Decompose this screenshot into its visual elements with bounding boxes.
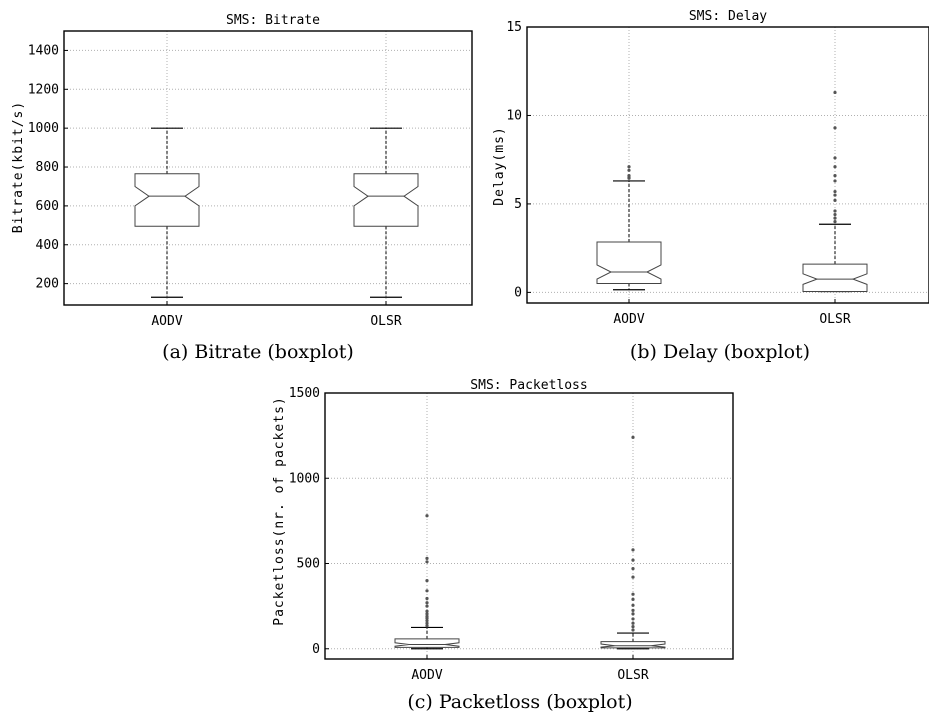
- outlier-point: [627, 174, 631, 178]
- y-tick-label: 10: [506, 108, 522, 123]
- y-tick-label: 1400: [28, 43, 59, 58]
- y-tick-label: 1200: [28, 82, 59, 97]
- y-tick-label: 600: [36, 199, 59, 214]
- y-tick-label: 500: [297, 557, 320, 572]
- outlier-point: [627, 165, 631, 169]
- panel-delay: SMS: Delay 0 5 10 15 AODV OLSR Delay(ms) (b) …: [492, 9, 929, 363]
- outlier-point: [425, 514, 429, 518]
- plot-frame: [526, 26, 929, 304]
- outlier-point: [631, 548, 635, 552]
- caption: (b) Delay (boxplot): [630, 341, 810, 363]
- panel-packetloss: SMS: Packetloss 0 500 1000 1500 AODV OLSR Pac…: [272, 378, 734, 713]
- caption: (c) Packetloss (boxplot): [407, 691, 632, 713]
- plot-frame: [63, 30, 473, 306]
- outlier-point: [425, 596, 429, 601]
- outlier-point: [425, 609, 429, 613]
- outlier-point: [425, 624, 429, 628]
- outlier-point: [425, 604, 429, 608]
- panel-bitrate: SMS: Bitrate 200 400 600 800 1000 1200 1400 AOD…: [11, 13, 473, 363]
- outlier-point: [425, 612, 429, 616]
- x-tick-label: OLSR: [819, 312, 850, 327]
- outlier-point: [833, 90, 837, 95]
- y-tick-label: 800: [36, 160, 59, 175]
- y-tick-label: 0: [312, 642, 320, 657]
- x-tick-label: AODV: [151, 314, 182, 329]
- plot-frame: [324, 392, 734, 660]
- outlier-point: [631, 435, 635, 439]
- chart-title: SMS: Bitrate: [226, 13, 320, 28]
- outlier-point: [833, 189, 837, 194]
- outlier-point: [425, 560, 429, 564]
- plot-area: 0 5 10 15 AODV OLSR: [506, 20, 929, 327]
- outlier-point: [425, 621, 429, 625]
- outlier-point: [631, 628, 635, 632]
- outlier-point: [425, 578, 429, 583]
- outlier-point: [631, 597, 635, 601]
- outlier-point: [833, 126, 837, 130]
- plot-area: 0 500 1000 1500 AODV OLSR: [289, 386, 734, 683]
- x-tick-label: AODV: [613, 312, 644, 327]
- outlier-point: [631, 612, 635, 616]
- outlier-point: [833, 156, 837, 160]
- y-tick-label: 1000: [28, 121, 59, 136]
- outlier-point: [425, 589, 429, 593]
- outlier-point: [631, 617, 635, 621]
- outlier-point: [631, 603, 635, 607]
- outlier-point: [631, 608, 635, 613]
- outlier-point: [425, 556, 429, 560]
- outlier-point: [833, 174, 837, 178]
- outlier-point: [627, 168, 631, 172]
- outlier-point: [631, 592, 635, 596]
- outlier-point: [425, 619, 429, 623]
- box-body: [802, 263, 868, 292]
- y-tick-label: 0: [514, 285, 522, 300]
- y-tick-label: 1500: [289, 386, 320, 401]
- box-body: [134, 173, 200, 227]
- box-body: [394, 638, 460, 648]
- outlier-point: [833, 209, 837, 213]
- outlier-point: [631, 621, 635, 625]
- caption: (a) Bitrate (boxplot): [162, 341, 354, 363]
- plot-area: 200 400 600 800 1000 1200 1400 AODV OLSR: [28, 30, 473, 329]
- y-tick-label: 1000: [289, 471, 320, 486]
- outlier-point: [631, 558, 635, 562]
- outlier-point: [833, 198, 837, 202]
- x-tick-label: OLSR: [617, 668, 648, 683]
- outlier-point: [833, 179, 837, 183]
- y-axis-label: Bitrate(kbit/s): [11, 101, 26, 233]
- outlier-point: [631, 567, 635, 571]
- y-tick-label: 5: [514, 197, 522, 212]
- box-body: [596, 241, 662, 284]
- chart-title: SMS: Packetloss: [470, 378, 587, 393]
- x-tick-label: AODV: [411, 668, 442, 683]
- y-tick-label: 200: [36, 277, 59, 292]
- outlier-point: [425, 601, 429, 605]
- outlier-point: [425, 614, 429, 618]
- outlier-point: [631, 575, 635, 579]
- x-tick-label: OLSR: [370, 314, 401, 329]
- box-body: [600, 641, 666, 649]
- y-tick-label: 400: [36, 238, 59, 253]
- outlier-point: [631, 625, 635, 629]
- y-axis-label: Delay(ms): [492, 126, 507, 205]
- outlier-point: [833, 165, 837, 169]
- outlier-point: [833, 193, 837, 197]
- chart-title: SMS: Delay: [689, 9, 767, 24]
- outlier-point: [833, 212, 837, 217]
- outlier-point: [833, 216, 837, 220]
- y-tick-label: 15: [506, 20, 522, 35]
- y-axis-label: Packetloss(nr. of packets): [272, 396, 287, 626]
- box-body: [353, 173, 419, 227]
- outlier-point: [833, 220, 837, 224]
